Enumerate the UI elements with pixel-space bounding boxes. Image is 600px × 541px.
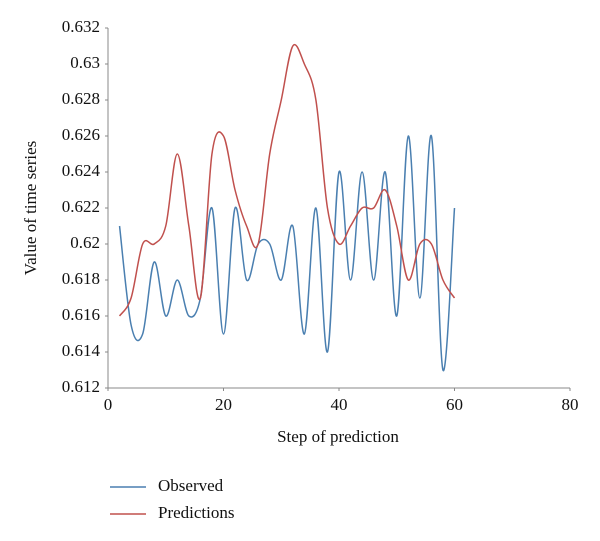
x-tick-label: 0: [104, 395, 113, 414]
y-tick-label: 0.62: [70, 233, 100, 252]
series-line: [118, 43, 456, 317]
y-axis-label: Value of time series: [21, 141, 40, 276]
x-tick-label: 80: [562, 395, 579, 414]
x-tick-label: 20: [215, 395, 232, 414]
y-tick-label: 0.632: [62, 17, 100, 36]
y-tick-label: 0.628: [62, 89, 100, 108]
y-tick-label: 0.622: [62, 197, 100, 216]
x-axis-label: Step of prediction: [277, 427, 399, 446]
y-tick-label: 0.618: [62, 269, 100, 288]
y-tick-label: 0.63: [70, 53, 100, 72]
x-tick-label: 40: [331, 395, 348, 414]
y-tick-label: 0.616: [62, 305, 100, 324]
y-tick-label: 0.626: [62, 125, 100, 144]
y-tick-label: 0.624: [62, 161, 101, 180]
y-tick-label: 0.614: [62, 341, 101, 360]
legend-label: Observed: [158, 476, 224, 495]
legend-label: Predictions: [158, 503, 235, 522]
y-tick-label: 0.612: [62, 377, 100, 396]
series-line: [118, 135, 456, 371]
x-tick-label: 60: [446, 395, 463, 414]
